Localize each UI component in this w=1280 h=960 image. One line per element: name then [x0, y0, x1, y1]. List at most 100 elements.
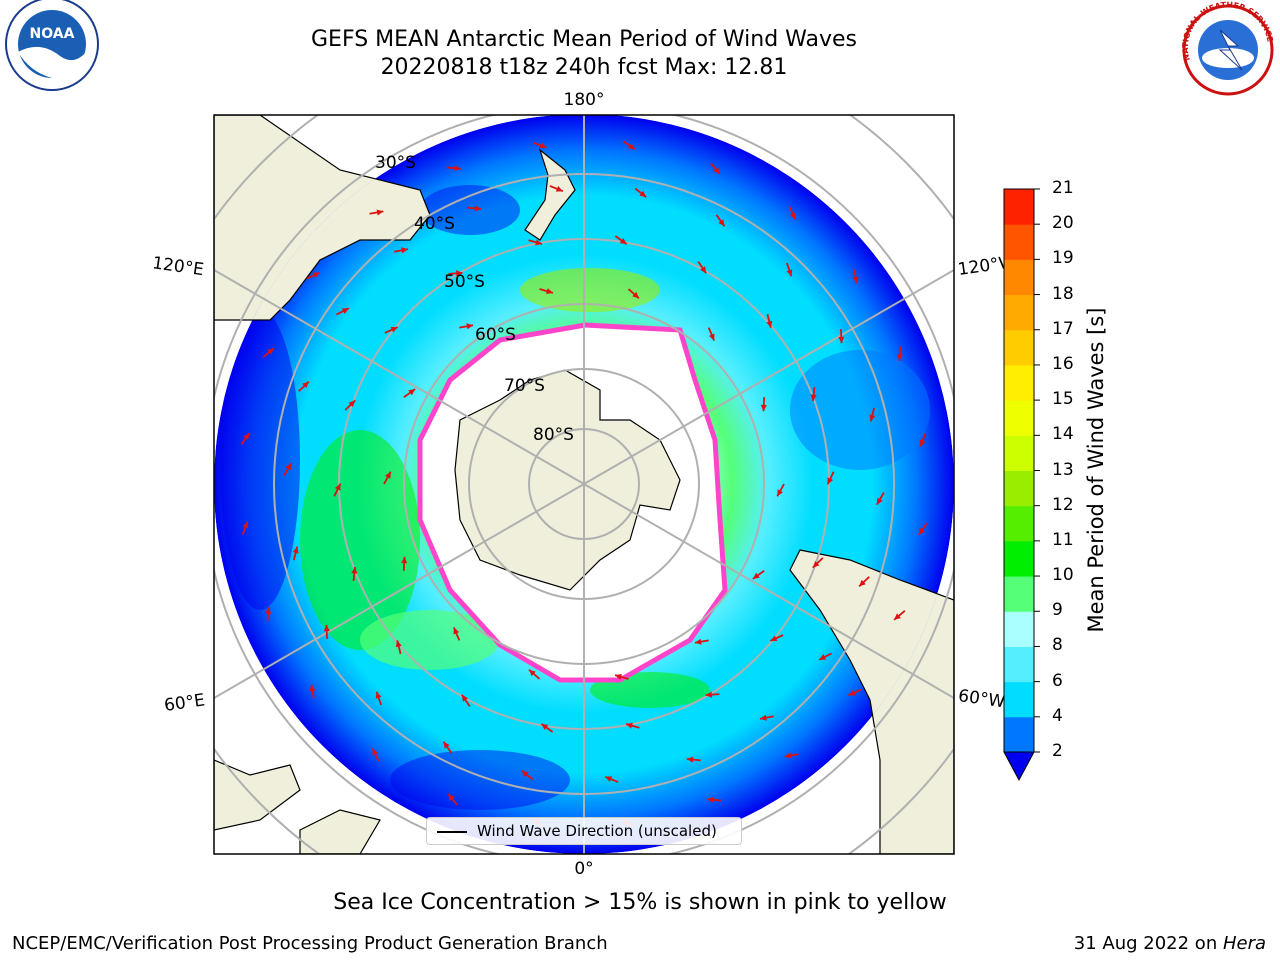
colorbar-band [1004, 681, 1034, 718]
wave-arrow-head [390, 326, 398, 333]
colorbar-tick-label: 8 [1052, 635, 1063, 656]
colorbar-band [1004, 364, 1034, 401]
wave-arrow-head [395, 640, 402, 648]
wave-arrow-head [539, 142, 547, 149]
wave-arrow-head [707, 796, 714, 803]
legend-line-sample [437, 831, 467, 833]
colorbar-tick-label: 16 [1052, 353, 1074, 374]
colorbar-tick-label: 2 [1052, 741, 1063, 761]
wave-arrow-head [852, 276, 859, 284]
wind-wave-arrows [240, 140, 928, 828]
wave-arrow-head [777, 489, 783, 497]
wave-arrow-head [302, 381, 309, 389]
wave-arrow-head [869, 414, 876, 422]
wave-arrow-head [555, 186, 563, 192]
wave-arrow-head [535, 239, 543, 246]
colorbar-tick-label: 17 [1052, 318, 1074, 339]
nws-logo: NATIONAL WEATHER SERVICE [1181, 0, 1275, 96]
antarctica [454, 369, 681, 591]
colorbar-band [1004, 576, 1034, 612]
wave-arrow-head [812, 561, 820, 568]
wave-arrow-head [605, 776, 613, 782]
colorbar-band [1004, 540, 1034, 577]
colorbar-band [1004, 189, 1034, 225]
wave-arrow-head [453, 627, 460, 635]
wave-arrow-head [461, 694, 468, 702]
colorbar-band [1004, 646, 1034, 683]
footer-date-text: 31 Aug 2022 on [1073, 933, 1223, 954]
wave-arrow-head [718, 219, 725, 227]
lat-label-80s: 80°S [533, 425, 574, 445]
wave-arrow-head [766, 320, 773, 328]
wave-arrow-head [859, 579, 866, 587]
wave-arrow-head [312, 272, 320, 279]
wave-arrow-head [894, 613, 901, 620]
footer-host: Hera [1222, 933, 1266, 954]
wave-arrow-head [385, 471, 391, 479]
wave-arrow-head [348, 400, 356, 407]
wave-arrow-head [919, 439, 926, 447]
wave-period-patches [220, 185, 930, 810]
wave-arrow-head [713, 167, 720, 174]
wave-arrow-head [334, 483, 341, 491]
lon-label-180: 180° [564, 90, 605, 110]
wave-arrow-head [789, 212, 796, 220]
wave-arrow-head [615, 673, 622, 680]
wave-arrow-head [760, 714, 767, 721]
wave-arrow-head [784, 752, 792, 759]
wave-arrow-head [848, 689, 856, 696]
wave-arrow-head [705, 691, 713, 698]
wave-arrow-head [752, 572, 760, 579]
wave-arrow-head [285, 463, 292, 471]
sea-ice-note: Sea Ice Concentration > 15% is shown in … [333, 890, 947, 915]
colorbar-band [1004, 470, 1034, 507]
colorbar-band [1004, 435, 1034, 471]
wave-arrow-head [351, 566, 358, 574]
chart-title-line2: 20220818 t18z 240h fcst Max: 12.81 [380, 55, 788, 80]
colorbar [1003, 188, 1040, 782]
lat-label-60s: 60°S [475, 325, 516, 345]
wave-arrow-head [876, 497, 883, 505]
wave-arrow-head [474, 205, 482, 212]
wave-arrow-head [918, 527, 925, 535]
legend-label: Wind Wave Direction (unscaled) [477, 822, 717, 840]
colorbar-tick-label: 13 [1052, 459, 1074, 480]
wave-arrow-head [372, 748, 379, 756]
lon-label-60w: 60°W [957, 686, 1006, 712]
wave-arrow-head [625, 722, 633, 729]
colorbar-band [1004, 505, 1034, 542]
wave-arrow-head [455, 270, 463, 277]
wave-arrow-head [243, 433, 250, 441]
wave-arrow-head [267, 348, 274, 355]
footer-credit: NCEP/EMC/Verification Post Processing Pr… [12, 933, 608, 954]
wave-arrow-head [632, 291, 639, 299]
wave-arrow-head [242, 521, 249, 529]
wave-arrow-head [838, 336, 845, 344]
wave-arrow-head [694, 638, 702, 645]
wave-arrow-head [292, 546, 299, 554]
lat-label-50s: 50°S [444, 272, 485, 292]
footer-date: 31 Aug 2022 on Hera [1074, 933, 1266, 954]
wave-arrow-head [639, 190, 647, 198]
wave-arrow-head [341, 308, 349, 314]
wave-arrow-head [541, 723, 549, 730]
wave-arrow-head [448, 794, 455, 801]
colorbar-tick-label: 15 [1052, 389, 1074, 410]
map-border [213, 114, 955, 855]
wave-arrow-head [619, 238, 627, 245]
wave-arrow-head [546, 288, 553, 295]
colorbar-tick-label: 11 [1052, 529, 1074, 550]
colorbar-band [1004, 611, 1034, 647]
wave-arrow-head [401, 556, 408, 564]
colorbar-tick-label: 14 [1052, 424, 1074, 445]
wave-arrow-head [819, 654, 827, 660]
colorbar-tick-label: 20 [1052, 213, 1074, 234]
wave-arrow-head [401, 247, 408, 254]
wave-arrow-head [810, 394, 817, 402]
colorbar-extend-triangle [1003, 751, 1035, 782]
colorbar-band [1004, 716, 1034, 753]
wave-arrow-head [529, 669, 536, 677]
lon-label-60e: 60°E [163, 690, 206, 715]
wave-arrow-head [443, 741, 450, 749]
